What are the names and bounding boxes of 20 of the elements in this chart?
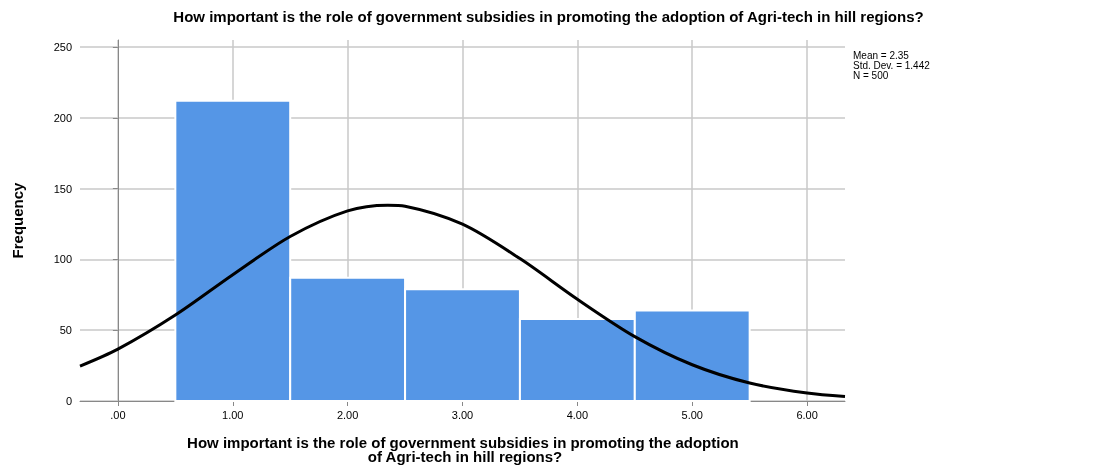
x-tick-label: 6.00 [796,408,818,421]
y-tick-label: 200 [53,111,72,124]
text: Mean = 2.35 [853,49,910,61]
y-tick-label: 150 [53,182,72,195]
y-axis-title: Frequency [9,181,26,259]
x-tick-label: 2.00 [336,408,359,421]
x-tick-label: 1.00 [222,408,244,421]
line-series [78,203,847,399]
y-tick-label: 250 [53,41,72,54]
y-tick-label: 50 [59,324,72,337]
x-tick-label: 5.00 [681,408,703,421]
text: N = 500 [853,69,889,81]
x-tick-label: 3.00 [451,408,474,421]
chart-title: How important is the role of government subsidies in promoting the adoption of Agri-tech in hill regions? [173,8,924,25]
x-tick-label: 4.00 [566,408,589,421]
y-tick-label: 100 [53,253,72,266]
x-tick-label: .00 [110,408,126,421]
x-axis-title: How important is the role of government subsidies in promoting the adoption of Agri-tech in hill regions? [187,433,743,465]
text: Std. Dev. = 1.442 [853,59,931,71]
y-tick-label: 0 [65,395,72,407]
